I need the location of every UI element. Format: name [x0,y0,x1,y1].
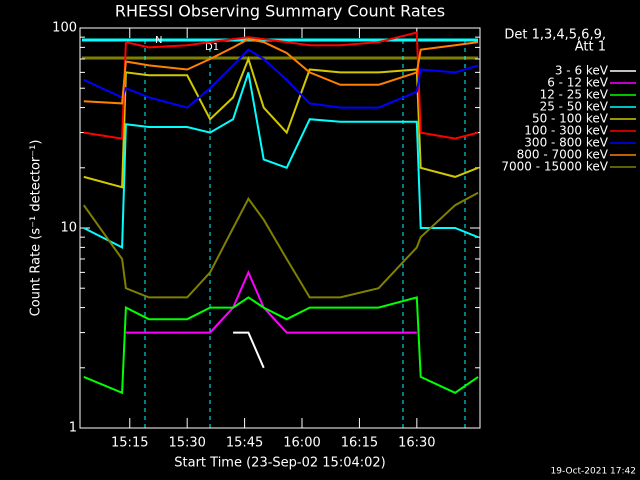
y-tick-label: 10 [60,221,77,236]
legend-label: 7000 - 15000 keV [501,160,608,174]
x-tick-label: 16:15 [341,436,378,451]
x-tick-label: 15:30 [168,436,205,451]
legend-label: 12 - 25 keV [540,88,609,102]
y-tick-label: 100 [52,21,77,36]
legend-label: 3 - 6 keV [555,64,609,78]
annotation: D1 [205,42,219,53]
legend-label: 100 - 300 keV [524,124,608,138]
legend-title: Det 1,3,4,5,6,9, [504,28,606,43]
legend-label: 6 - 12 keV [547,76,609,90]
series-line [83,296,479,395]
x-tick-label: 15:15 [111,436,148,451]
series-line [82,191,479,299]
series-line [83,56,479,189]
legend-label: 800 - 7000 keV [517,148,609,162]
legend-label: 300 - 800 keV [524,136,608,150]
series-line [125,269,417,334]
x-tick-label: 15:45 [226,436,263,451]
x-tick-label: 16:30 [398,436,435,451]
x-axis-label: Start Time (23-Sep-02 15:04:02) [174,456,385,471]
legend-label: 25 - 50 keV [540,100,609,114]
timestamp: 19-Oct-2021 17:42 [551,467,636,477]
series-line [83,38,479,105]
y-tick-label: 1 [69,421,77,436]
legend-label: 50 - 100 keV [532,112,609,126]
series-line [83,48,479,109]
chart-title: RHESSI Observing Summary Count Rates [115,2,445,21]
legend-title: Att 1 [575,40,606,55]
series-line [233,331,265,369]
y-axis-label: Count Rate (s⁻¹ detector⁻¹) [29,140,44,317]
state-lines [144,40,466,428]
x-tick-label: 16:00 [283,436,320,451]
series-line [83,72,479,250]
annotation: N [155,35,162,46]
